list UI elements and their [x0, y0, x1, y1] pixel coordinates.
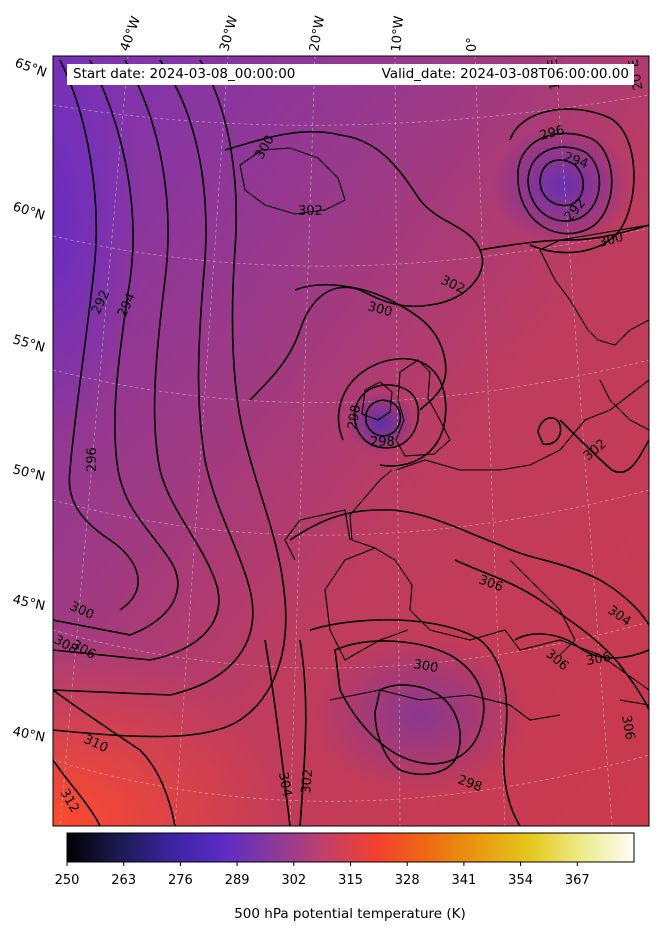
britain-coast [395, 359, 451, 457]
contour-300-mid [294, 284, 447, 411]
contour-east-small [537, 417, 562, 446]
start-date-label: Start date: 2024-03-08_00:00:00 [73, 66, 296, 82]
lon-label: 40°W [118, 14, 144, 53]
contour-label: 306 [585, 650, 612, 669]
colorbar: 250 263 276 289 302 315 328 341 354 367 [55, 832, 635, 888]
contour-label: 302 [299, 768, 316, 794]
lat-label: 65°N [13, 56, 49, 81]
contour-306 [289, 509, 649, 626]
contour-south-304 [264, 639, 291, 826]
contour-south-302 [299, 639, 307, 826]
colorbar-tick-label: 276 [168, 873, 193, 888]
contour-label: 300 [597, 230, 625, 251]
contour-ne-ring-2 [527, 146, 601, 222]
europe-coast [324, 379, 649, 691]
colorbar-tick-label: 263 [111, 873, 136, 888]
contours [53, 59, 649, 826]
lat-label: 40°N [11, 724, 46, 745]
baltic-coast [599, 379, 649, 431]
contour-east-302 [559, 419, 649, 473]
contour-302-north [224, 130, 484, 401]
contour-west-4 [53, 59, 254, 696]
colorbar-tick-label: 250 [55, 873, 80, 888]
contour-label: 296 [538, 123, 566, 144]
lat-label: 60°N [11, 200, 47, 224]
header-box [67, 64, 634, 85]
colorbar-gradient [66, 832, 635, 863]
colorbar-tick-label: 315 [338, 873, 363, 888]
contour-ne-ring-3 [517, 132, 613, 235]
ne-cold-low-shading [492, 126, 632, 246]
colorbar-tick-label: 341 [451, 873, 476, 888]
map-panel: 300 302 296 294 292 300 302 300 298 298 … [53, 56, 649, 826]
contour-west-3 [53, 59, 220, 661]
lon-label: 0° [465, 37, 480, 52]
map-frame [52, 55, 650, 827]
contour-310 [53, 689, 176, 826]
contour-label: 300 [366, 299, 394, 320]
contour-west-outer [59, 59, 139, 611]
colorbar-tick-label: 328 [395, 873, 420, 888]
contour-south-300 [334, 640, 485, 765]
contour-south-outer [309, 618, 521, 826]
contour-label: 298 [370, 435, 395, 450]
contour-low-ring-2 [364, 399, 402, 437]
lon-label: 20°W [307, 15, 328, 53]
contour-label: 296 [85, 447, 100, 472]
lat-label: 50°N [11, 462, 46, 484]
contour-low-ring-3 [337, 357, 447, 467]
contour-ne-ring-1 [539, 159, 584, 207]
coastlines [239, 147, 649, 721]
lat-label: 55°N [11, 332, 47, 355]
contour-west-2 [53, 59, 179, 636]
ireland-coast [361, 381, 393, 421]
latitude-labels: 65°N 60°N 55°N 50°N 45°N 40°N [11, 56, 49, 746]
colorbar-tick-label: 354 [508, 873, 533, 888]
contour-ne-ring-4 [509, 108, 635, 254]
contour-label: 304 [275, 771, 294, 798]
scandinavia-coast [539, 224, 649, 346]
colorbar-title: 500 hPa potential temperature (K) [234, 906, 466, 922]
italy-coast [509, 559, 576, 656]
graticule [53, 56, 649, 826]
iberia-coast [284, 509, 351, 561]
contour-low-ring-1 [353, 384, 420, 449]
lat-label: 45°N [11, 592, 46, 614]
contour-312 [53, 759, 101, 826]
contour-304-east [454, 559, 649, 711]
contour-label: 300 [412, 657, 439, 676]
colorbar-tick-label: 302 [281, 873, 306, 888]
iceland-coast [239, 147, 346, 215]
contour-label: 306 [618, 714, 637, 741]
valid-date-label: Valid_date: 2024-03-08T06:00:00.00 [381, 66, 629, 82]
contour-300-east [479, 224, 649, 251]
colorbar-tick-label: 289 [225, 873, 250, 888]
contour-label: 302 [298, 204, 323, 219]
contour-label: 298 [345, 404, 364, 431]
lon-label: 10°W [389, 15, 407, 52]
contour-west-5 [53, 59, 287, 738]
colorbar-tick-label: 367 [565, 873, 590, 888]
south-cold-region-shading [310, 635, 530, 795]
contour-south-298 [374, 684, 461, 776]
colorbar-ticks: 250 263 276 289 302 315 328 341 354 367 [55, 862, 590, 888]
lon-label: 30°W [217, 14, 241, 53]
contour-306-se [514, 633, 649, 659]
